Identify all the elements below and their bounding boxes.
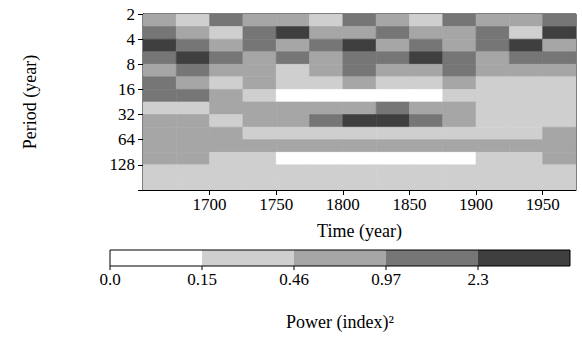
- svg-text:128: 128: [110, 155, 136, 174]
- svg-text:1850: 1850: [392, 195, 426, 214]
- svg-text:32: 32: [118, 105, 135, 124]
- svg-text:Power (index)²: Power (index)²: [286, 312, 394, 333]
- svg-text:1700: 1700: [193, 195, 227, 214]
- svg-text:0.15: 0.15: [187, 270, 217, 289]
- svg-text:1950: 1950: [526, 195, 560, 214]
- svg-text:64: 64: [118, 130, 136, 149]
- svg-text:0.46: 0.46: [279, 270, 309, 289]
- svg-text:Time (year): Time (year): [317, 221, 402, 242]
- svg-text:0.0: 0.0: [99, 270, 120, 289]
- svg-text:2: 2: [127, 5, 136, 24]
- svg-text:16: 16: [118, 80, 135, 99]
- svg-text:1750: 1750: [259, 195, 293, 214]
- svg-text:4: 4: [127, 30, 136, 49]
- svg-text:1800: 1800: [326, 195, 360, 214]
- svg-text:0.97: 0.97: [371, 270, 401, 289]
- svg-text:2.3: 2.3: [467, 270, 488, 289]
- svg-text:Period (year): Period (year): [20, 55, 41, 149]
- svg-text:1900: 1900: [459, 195, 493, 214]
- svg-text:8: 8: [127, 55, 136, 74]
